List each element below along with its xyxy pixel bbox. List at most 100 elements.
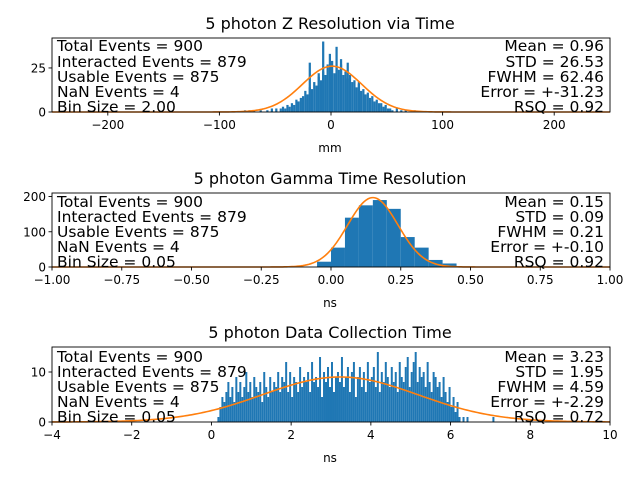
histogram-bar — [273, 382, 276, 422]
x-tick-label: −200 — [91, 118, 124, 132]
histogram-bar — [333, 73, 336, 112]
x-tick-label: 2 — [287, 428, 295, 442]
histogram-bar — [249, 382, 252, 422]
histogram-bar — [329, 387, 331, 422]
histogram-bar — [492, 417, 495, 422]
stat-mean: Mean = 0.96 — [504, 37, 604, 55]
x-tick-label: −1.00 — [34, 273, 71, 287]
stat-std: STD = 1.95 — [515, 363, 604, 381]
histogram-bar — [281, 106, 285, 112]
histogram-bar — [293, 377, 296, 422]
x-tick-label: −2 — [123, 428, 141, 442]
x-tick-label: 0 — [327, 118, 335, 132]
stat-nan-events: NaN Events = 4 — [57, 238, 180, 256]
histogram-bar — [286, 104, 289, 112]
histogram-bar — [360, 90, 363, 112]
histogram-bar — [275, 387, 278, 422]
panel-gamma-time-resolution: 5 photon Gamma Time Resolution Total Eve… — [23, 169, 623, 310]
histogram-bar — [357, 82, 361, 112]
histogram-bar — [402, 382, 405, 422]
histogram-bar — [440, 397, 443, 422]
histogram-bar — [356, 377, 359, 422]
stats-right: Mean = 3.23 STD = 1.95 FWHM = 4.59 Error… — [490, 348, 604, 426]
histogram-bar — [301, 387, 304, 422]
histogram-bar — [270, 108, 273, 112]
histogram-bar — [342, 387, 345, 422]
histogram-bar — [353, 80, 356, 112]
histogram-bar — [310, 89, 314, 112]
histogram-bar — [436, 387, 439, 422]
stats-right: Mean = 0.96 STD = 26.53 FWHM = 62.46 Err… — [480, 37, 604, 116]
histogram-bar — [346, 62, 349, 112]
histogram-bar — [354, 397, 357, 422]
x-tick-label: 8 — [526, 428, 534, 442]
histogram-bar — [311, 362, 314, 422]
histogram-bar — [255, 387, 258, 422]
histogram-bar — [430, 392, 433, 422]
stat-usable-events: Usable Events = 875 — [57, 223, 219, 241]
histogram-bar — [304, 90, 307, 112]
histogram-bar — [368, 382, 371, 422]
x-tick-label: 0.25 — [387, 273, 414, 287]
histogram-bar — [370, 377, 373, 422]
chart-title: 5 photon Gamma Time Resolution — [194, 169, 467, 188]
histogram-bar — [350, 372, 353, 422]
histogram-bar — [384, 104, 387, 112]
histogram-bar — [328, 53, 331, 112]
y-tick-label: 0 — [38, 261, 46, 275]
histogram-bar — [243, 387, 246, 422]
stats-left: Total Events = 900 Interacted Events = 8… — [56, 193, 247, 271]
y-tick-label: 100 — [23, 225, 46, 239]
histogram-bar — [284, 108, 287, 112]
stat-mean: Mean = 3.23 — [504, 348, 604, 366]
histogram-bar — [317, 387, 320, 422]
histogram-bars — [243, 41, 416, 113]
histogram-bar — [317, 261, 331, 267]
histogram-bar — [295, 99, 298, 112]
stat-fwhm: FWHM = 4.59 — [497, 378, 604, 396]
stat-error: Error = +-0.10 — [490, 238, 604, 256]
histogram-bar — [352, 362, 355, 422]
stat-error: Error = +-2.29 — [490, 393, 604, 411]
histogram-bar — [257, 392, 260, 422]
histogram-bar — [386, 377, 389, 422]
histogram-bar — [319, 80, 323, 112]
histogram-bar — [416, 382, 419, 422]
histogram-bar — [259, 382, 262, 422]
histogram-bar — [317, 73, 320, 112]
histogram-bar — [340, 357, 343, 422]
histogram-bar — [313, 82, 316, 112]
histogram-bar — [235, 377, 238, 422]
histogram-bar — [261, 402, 264, 422]
histogram-bar — [307, 372, 310, 422]
histogram-bar — [355, 87, 358, 112]
histogram-bar — [362, 372, 365, 422]
histogram-bar — [398, 362, 401, 422]
histogram-bar — [362, 89, 365, 112]
histogram-bar — [309, 392, 312, 422]
x-axis-label: mm — [318, 141, 341, 155]
stat-total-events: Total Events = 900 — [56, 348, 203, 366]
histogram-bar — [271, 392, 274, 422]
histogram-bar — [263, 372, 266, 422]
axes-frame — [51, 346, 611, 423]
histogram-bar — [386, 108, 390, 112]
histogram-bar — [466, 417, 469, 422]
histogram-bar — [301, 96, 305, 112]
histogram-bar — [348, 392, 351, 422]
histogram-bar — [344, 377, 347, 422]
histogram-bar — [324, 75, 327, 112]
histogram-bar — [380, 103, 383, 112]
histogram-bar — [221, 397, 224, 422]
chart-title: 5 photon Data Collection Time — [208, 323, 451, 342]
histogram-bar — [377, 103, 381, 112]
histogram-bar — [332, 392, 335, 422]
x-tick-label: 200 — [543, 118, 566, 132]
histogram-bar — [237, 392, 240, 422]
histogram-bar — [408, 387, 411, 422]
histogram-bar — [348, 75, 352, 112]
histogram-bar — [344, 217, 359, 267]
histogram-bar — [297, 392, 300, 422]
histogram-bar — [388, 387, 391, 422]
